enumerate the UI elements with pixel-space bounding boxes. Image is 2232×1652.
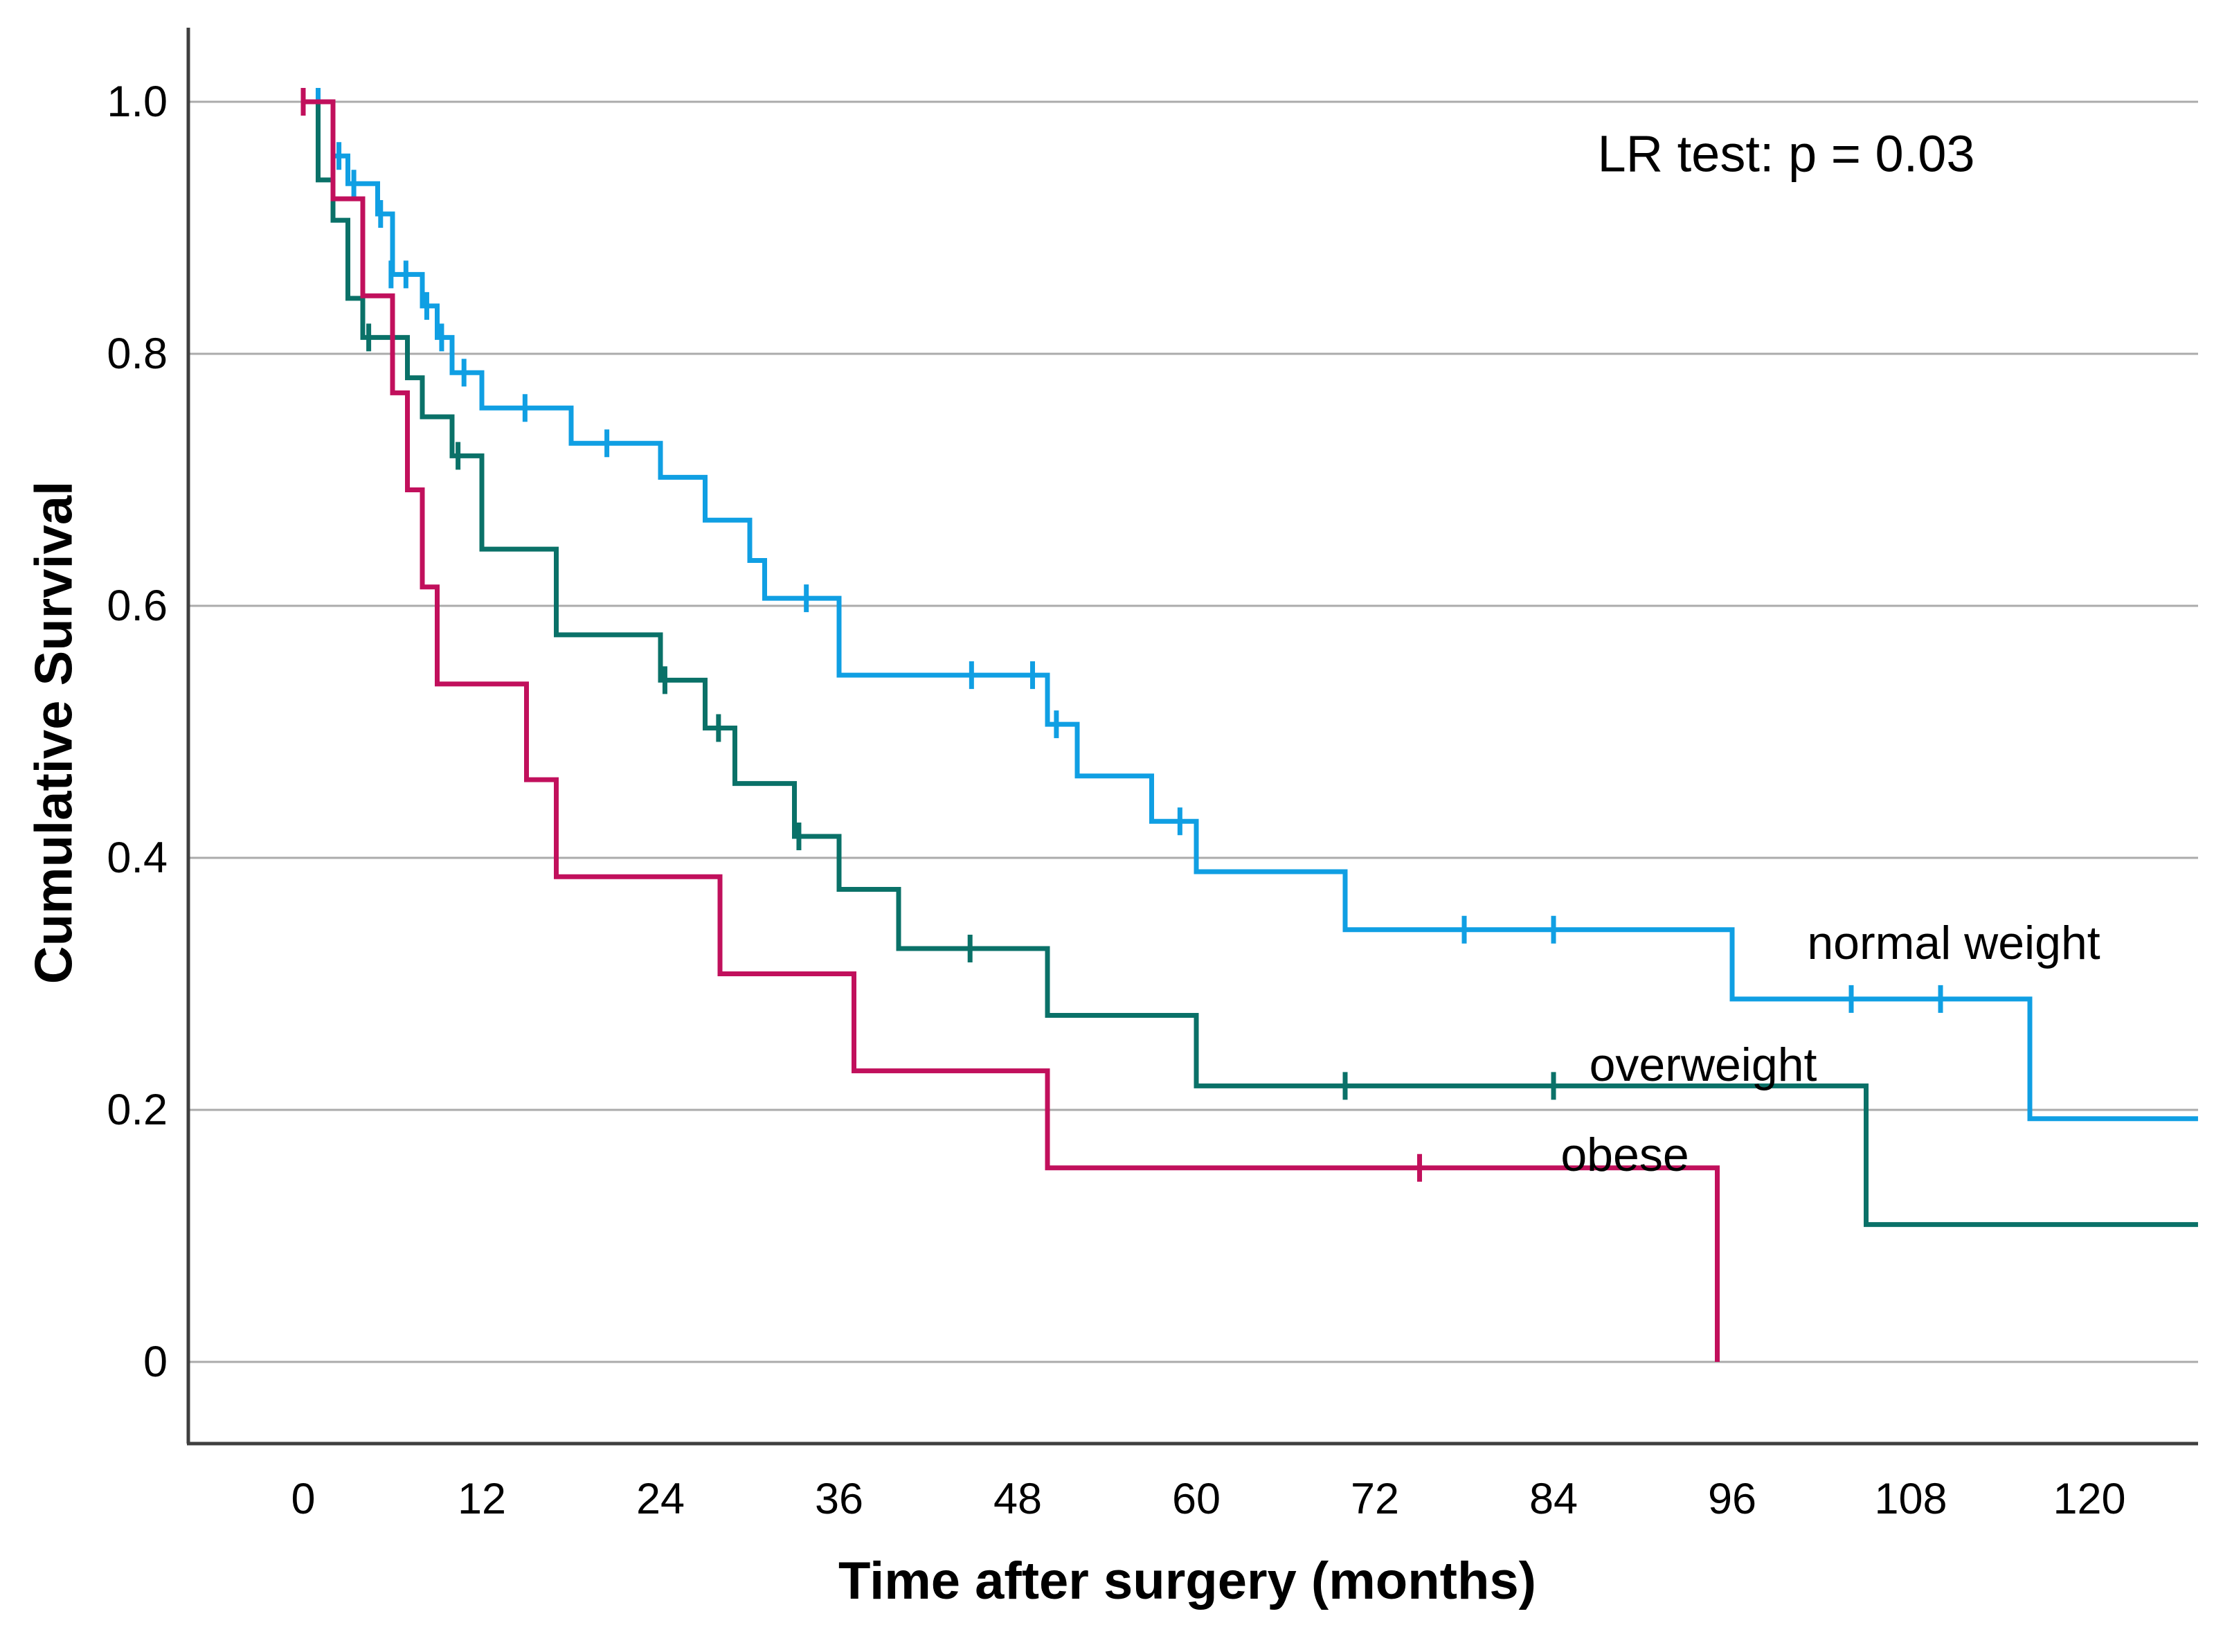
- y-axis-title: Cumulative Survival: [24, 481, 84, 985]
- x-tick-label-108: 108: [1874, 1475, 1947, 1523]
- x-tick-label-60: 60: [1171, 1475, 1221, 1523]
- km-curve-normal-weight: [303, 99, 2198, 1122]
- x-tick-label-120: 120: [2053, 1475, 2126, 1523]
- curve-label-overweight: overweight: [1589, 1039, 1817, 1091]
- y-tick-label-0.6: 0.6: [107, 582, 168, 630]
- x-tick-label-24: 24: [636, 1475, 685, 1523]
- x-tick-label-48: 48: [993, 1475, 1043, 1523]
- curve-label-obese: obese: [1560, 1129, 1689, 1181]
- x-tick-label-72: 72: [1350, 1475, 1400, 1523]
- y-tick-label-0.2: 0.2: [107, 1086, 168, 1134]
- x-tick-label-12: 12: [457, 1475, 507, 1523]
- lr-test-annotation: LR test: p = 0.03: [1597, 125, 1975, 183]
- km-curve-obese: [303, 99, 1720, 1362]
- y-tick-label-1.0: 1.0: [107, 78, 168, 126]
- x-tick-label-96: 96: [1707, 1475, 1757, 1523]
- x-axis-title: Time after surgery (months): [838, 1552, 1536, 1610]
- x-tick-label-36: 36: [814, 1475, 864, 1523]
- x-tick-label-84: 84: [1529, 1475, 1578, 1523]
- y-tick-label-0.8: 0.8: [107, 330, 168, 378]
- x-tick-label-0: 0: [291, 1475, 316, 1523]
- y-tick-label-0: 0: [143, 1338, 168, 1386]
- y-tick-label-0.4: 0.4: [107, 834, 168, 882]
- km-curve-overweight: [303, 99, 2198, 1228]
- curve-label-normal-weight: normal weight: [1807, 917, 2100, 969]
